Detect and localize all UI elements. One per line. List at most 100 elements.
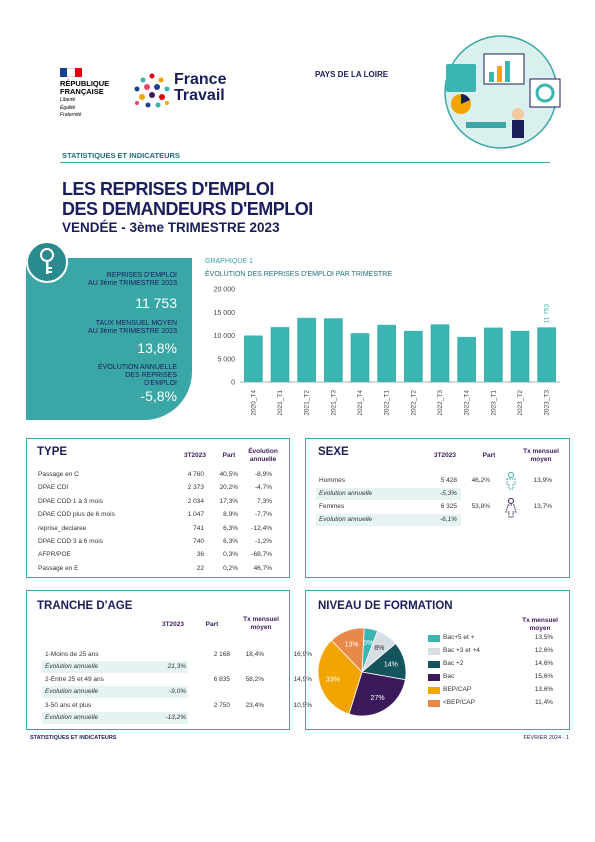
legend-label: Bac +3 et +4 <box>443 647 480 654</box>
pie-slice-label: 5% <box>363 640 373 647</box>
type-col-period: 3T2023 <box>183 452 207 459</box>
row-label: DPAE CDI <box>38 484 69 492</box>
bar <box>430 324 450 382</box>
row-tx: 10,5% <box>293 702 312 709</box>
bar <box>244 335 263 382</box>
row-part: 53,8% <box>471 503 490 510</box>
key-figures-panel <box>26 258 192 420</box>
sexe-col-tx-1: Tx mensuel <box>523 448 559 455</box>
footer-left: STATISTIQUES ET INDICATEURS <box>30 735 117 741</box>
x-tick-label: 2021_T3 <box>330 390 337 416</box>
row-label: Passage en E <box>38 564 79 572</box>
row-value: -9,0% <box>169 688 186 695</box>
legend-swatch <box>428 674 440 681</box>
row-value: 21,3% <box>167 663 186 670</box>
legend-label: <BEP/CAP <box>443 699 475 706</box>
sexe-col-tx-2: moyen <box>530 456 552 463</box>
row-value: 740 <box>193 538 204 545</box>
row-label: Femmes <box>319 503 345 510</box>
row-part: 40,5% <box>219 471 238 478</box>
row-part: 23,4% <box>245 702 264 709</box>
table-row: 2-Entre 25 et 49 ans 6 835 58,2% 14,9% <box>42 674 312 686</box>
bar <box>510 330 530 382</box>
age-table-box <box>26 590 290 730</box>
bar <box>484 327 503 382</box>
x-tick-label: 2022_T2 <box>410 390 417 416</box>
kpi-1-label-a: REPRISES D'EMPLOI <box>106 272 177 279</box>
bar <box>537 327 556 382</box>
page-title-line2: DES DEMANDEURS D'EMPLOI <box>62 199 313 219</box>
row-part: 20,2% <box>219 484 238 492</box>
row-part: 0,2% <box>223 564 238 572</box>
row-label: AFPR/POE <box>38 551 71 559</box>
republique-francaise-logo: RÉPUBLIQUE FRANÇAISE Liberté Égalité Fra… <box>60 68 120 119</box>
row-value: -5,3% <box>440 490 457 497</box>
legend-tx: 12,6% <box>534 647 554 654</box>
y-tick-label: 5 000 <box>217 356 235 363</box>
pie-slice <box>317 639 363 715</box>
table-row: DPAE CDD plus de 6 mois 1 047 8,9% -7,7% <box>36 509 280 521</box>
y-tick-label: 15 000 <box>214 310 236 317</box>
kpi-2-label-a: TAUX MENSUEL MOYEN <box>95 320 177 327</box>
sexe-table-title: SEXE <box>318 446 349 458</box>
pie-slice-label: 8% <box>374 645 384 652</box>
brand-line2: Travail <box>174 87 225 104</box>
row-evo: -8,9% <box>255 471 272 478</box>
row-label: 1-Moins de 25 ans <box>45 651 99 658</box>
row-evo: -4,7% <box>255 484 272 492</box>
pie-slice-label: 13% <box>344 641 358 648</box>
sexe-table-box <box>305 438 570 578</box>
row-label: Evolution annuelle <box>45 714 99 721</box>
row-part: 6,3% <box>223 538 238 545</box>
type-table-title: TYPE <box>37 446 68 458</box>
legend-tx: 13,6% <box>534 686 554 693</box>
chart-title: GRAPHIQUE 1 <box>205 258 253 265</box>
age-col-part: Part <box>205 621 219 628</box>
bar <box>270 327 290 382</box>
table-row: Evolution annuelle -9,0% <box>42 686 188 698</box>
y-tick-label: 0 <box>231 380 235 387</box>
trimestre-bar-chart: 20 000 15 000 10 000 5 000 0 2020_T4 2021_T1 20… <box>214 287 560 416</box>
row-value: 6 835 <box>213 676 230 683</box>
france-travail-logo-icon <box>134 73 170 108</box>
row-label: Evolution annuelle <box>45 688 99 695</box>
row-evo: -1,2% <box>255 538 272 545</box>
table-row: Hommes 5 428 46,2% 13,9% <box>316 475 556 487</box>
rf-motto-3: Fraternité <box>60 112 82 118</box>
age-col-tx-1: Tx mensuel <box>243 616 279 623</box>
bar <box>297 317 316 382</box>
row-part: 18,4% <box>245 651 264 658</box>
kpi-2-value: 13,8% <box>137 340 177 356</box>
row-part: 17,3% <box>219 497 238 505</box>
page-subtitle: VENDÉE - 3ème TRIMESTRE 2023 <box>62 220 280 235</box>
row-value: 1 047 <box>187 511 204 519</box>
france-travail-brand: France Travail <box>174 72 226 104</box>
dashboard-illustration <box>444 35 561 149</box>
kpi-2-label-b: AU 3ème TRIMESTRE 2023 <box>88 328 177 335</box>
table-row: 1-Moins de 25 ans 2 168 18,4% 16,9% <box>42 649 312 661</box>
row-part: 58,2% <box>245 676 264 683</box>
legend-label: Bac +2 <box>443 660 464 667</box>
bar <box>350 333 370 382</box>
table-row: Femmes 6 325 53,8% 13,7% <box>316 501 556 513</box>
row-evo: 7,3% <box>257 497 272 505</box>
row-value: 741 <box>193 524 204 532</box>
legend-swatch <box>428 687 440 694</box>
row-evo: -68,7% <box>251 551 272 559</box>
x-tick-label: 2021_T2 <box>304 390 311 416</box>
row-part: 6,3% <box>223 524 238 532</box>
y-tick-label: 20 000 <box>214 287 236 294</box>
formation-box <box>305 590 570 730</box>
y-tick-label: 10 000 <box>214 333 236 340</box>
bar <box>457 336 476 382</box>
table-row: Evolution annuelle -6,1% <box>316 514 461 526</box>
header-divider <box>60 162 550 163</box>
row-value: 36 <box>196 551 204 559</box>
x-tick-label: 2022_T4 <box>464 390 471 416</box>
woman-icon <box>505 498 517 518</box>
age-col-period: 3T2023 <box>161 621 185 628</box>
row-value: 2 373 <box>187 484 204 492</box>
row-value: 22 <box>196 564 204 572</box>
legend-tx: 13,5% <box>534 634 554 641</box>
row-tx: 13,7% <box>533 503 552 510</box>
